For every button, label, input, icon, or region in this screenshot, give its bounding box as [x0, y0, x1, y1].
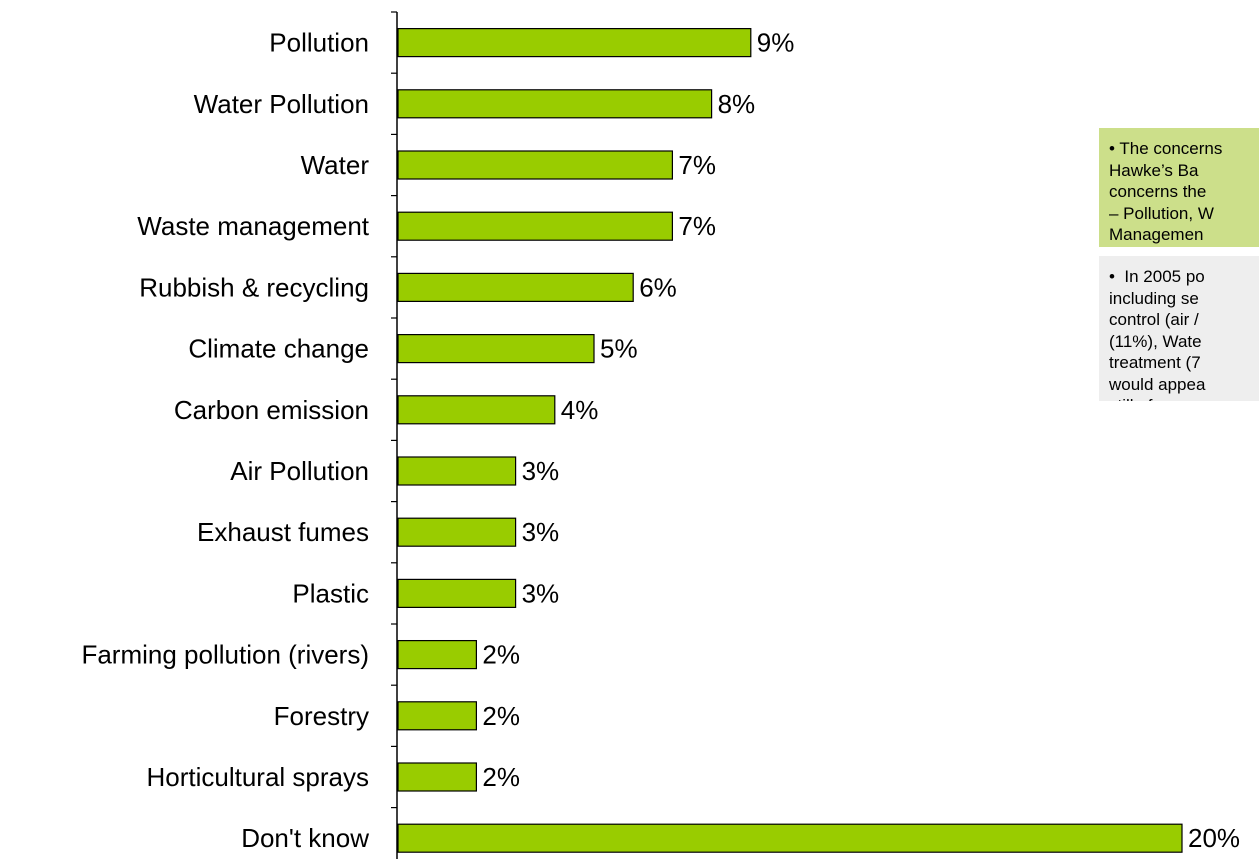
bar [397, 456, 517, 486]
bar [397, 395, 556, 425]
note-green-panel: • The concerns Hawke’s Ba concerns the –… [1099, 128, 1259, 247]
value-label: 2% [482, 762, 520, 792]
bar [397, 150, 673, 180]
value-label: 7% [678, 211, 716, 241]
bar [397, 89, 713, 119]
note-grey-panel: • In 2005 po including se control (air /… [1099, 256, 1259, 401]
category-label: Water Pollution [194, 89, 369, 119]
value-label: 9% [757, 28, 795, 58]
value-label: 2% [482, 640, 520, 670]
bar [397, 823, 1183, 853]
bar [397, 211, 673, 241]
bar [397, 762, 478, 792]
value-label: 2% [482, 701, 520, 731]
value-label: 4% [561, 395, 599, 425]
bar [397, 272, 634, 302]
category-label: Plastic [292, 578, 369, 608]
category-label: Waste management [137, 211, 369, 241]
category-label: Air Pollution [230, 456, 369, 486]
value-label: 5% [600, 334, 638, 364]
category-label: Pollution [269, 28, 369, 58]
category-label: Horticultural sprays [146, 762, 369, 792]
value-label: 3% [522, 517, 560, 547]
bar [397, 334, 595, 364]
category-label: Don't know [241, 823, 369, 853]
bar [397, 28, 752, 58]
value-label: 3% [522, 578, 560, 608]
category-label: Farming pollution (rivers) [81, 640, 369, 670]
bar [397, 517, 517, 547]
category-label: Carbon emission [174, 395, 369, 425]
value-label: 20% [1188, 823, 1240, 853]
bar [397, 578, 517, 609]
bar [397, 701, 478, 731]
value-label: 3% [522, 456, 560, 486]
category-label: Exhaust fumes [197, 517, 369, 547]
category-label: Forestry [274, 701, 369, 731]
category-label: Water [301, 150, 370, 180]
value-label: 8% [718, 89, 756, 119]
value-label: 7% [678, 150, 716, 180]
value-label: 6% [639, 272, 677, 302]
category-label: Rubbish & recycling [139, 272, 369, 302]
bar [397, 639, 478, 670]
category-label: Climate change [188, 334, 369, 364]
